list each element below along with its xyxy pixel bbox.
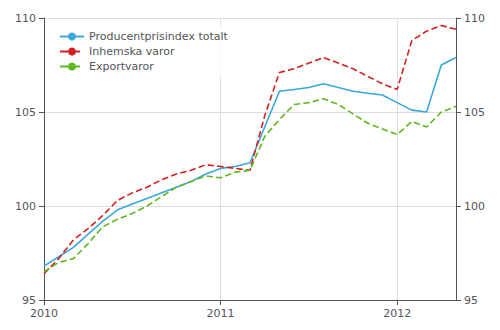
svg-text:105: 105 bbox=[464, 106, 485, 119]
svg-text:105: 105 bbox=[15, 106, 36, 119]
svg-text:100: 100 bbox=[15, 200, 36, 213]
svg-text:95: 95 bbox=[22, 294, 36, 307]
svg-text:95: 95 bbox=[464, 294, 478, 307]
svg-text:Inhemska varor: Inhemska varor bbox=[89, 45, 175, 58]
svg-text:Exportvaror: Exportvaror bbox=[89, 60, 154, 73]
svg-text:2010: 2010 bbox=[30, 307, 58, 320]
svg-text:2012: 2012 bbox=[383, 307, 411, 320]
svg-text:110: 110 bbox=[464, 12, 485, 25]
svg-text:2011: 2011 bbox=[207, 307, 235, 320]
svg-text:Producentprisindex totalt: Producentprisindex totalt bbox=[89, 30, 229, 43]
svg-text:110: 110 bbox=[15, 12, 36, 25]
svg-text:100: 100 bbox=[464, 200, 485, 213]
